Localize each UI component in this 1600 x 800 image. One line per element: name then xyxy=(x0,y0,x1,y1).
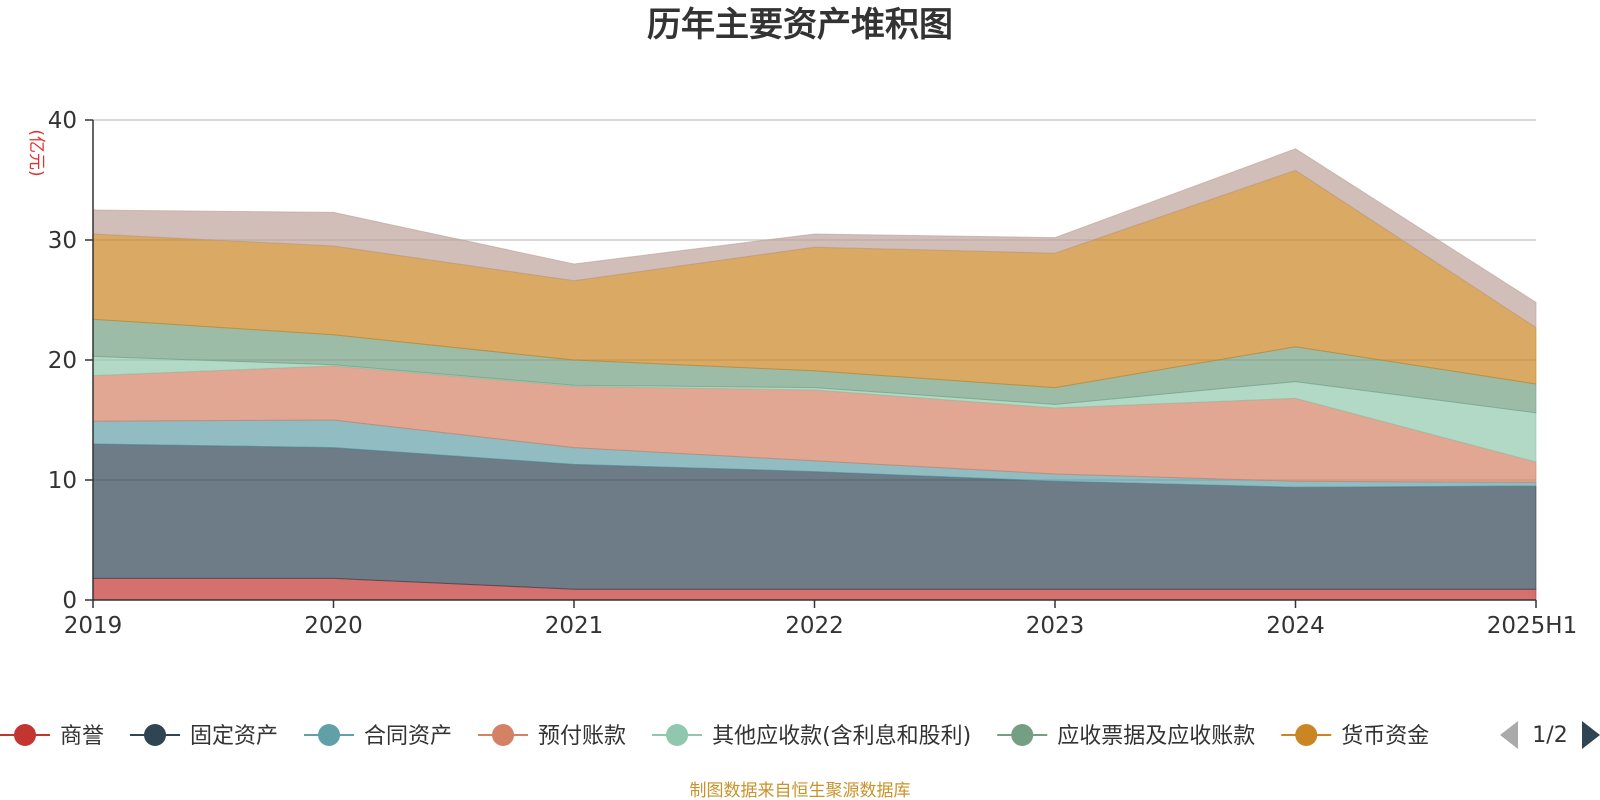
legend-item[interactable]: 合同资产 xyxy=(304,724,452,749)
legend-item[interactable]: 货币资金 xyxy=(1281,724,1429,749)
y-tick-label: 30 xyxy=(48,228,77,254)
legend-prev-page-icon[interactable] xyxy=(1500,721,1518,749)
legend-item[interactable]: 固定资产 xyxy=(130,724,278,749)
legend-item[interactable]: 商誉 xyxy=(0,724,104,749)
y-tick-label: 20 xyxy=(48,348,77,374)
legend-marker-icon xyxy=(492,724,515,746)
legend-item[interactable]: 预付账款 xyxy=(478,724,626,749)
data-source-footer: 制图数据来自恒生聚源数据库 xyxy=(690,781,911,800)
y-axis-unit-label: (亿元) xyxy=(26,129,46,176)
legend-label: 应收票据及应收账款 xyxy=(1057,724,1255,749)
y-tick-label: 40 xyxy=(48,108,77,134)
legend-label: 商誉 xyxy=(60,724,104,749)
x-tick-label: 2022 xyxy=(785,613,844,639)
legend-label: 其他应收款(含利息和股利) xyxy=(712,724,971,749)
legend-marker-icon xyxy=(144,724,167,746)
legend-page-indicator: 1/2 xyxy=(1532,723,1567,748)
legend-label: 预付账款 xyxy=(538,724,626,749)
area-其他 xyxy=(92,148,1537,329)
legend: 商誉 固定资产 合同资产 预付账款 其他应收款(含利息和股利) 应收票据及应收账款 货币资金 xyxy=(0,724,1429,749)
x-tick-label: 2019 xyxy=(64,613,123,639)
legend-marker-icon xyxy=(1011,724,1034,746)
y-tick-label: 0 xyxy=(62,588,77,614)
x-tick-label: 2021 xyxy=(545,613,604,639)
y-tick-label: 10 xyxy=(48,468,77,494)
legend-marker-icon xyxy=(666,724,689,746)
legend-marker-icon xyxy=(14,724,36,746)
chart-title: 历年主要资产堆积图 xyxy=(647,5,953,45)
legend-label: 货币资金 xyxy=(1341,724,1429,749)
legend-next-page-icon[interactable] xyxy=(1582,721,1600,749)
area-series-group xyxy=(92,148,1537,601)
tick-labels: 0 10 20 30 40 2019 2020 2021 2022 2023 2024 2025H1 xyxy=(48,108,1578,639)
axes xyxy=(85,119,1537,608)
legend-item[interactable]: 应收票据及应收账款 xyxy=(997,724,1255,749)
x-tick-label: 2020 xyxy=(304,613,363,639)
x-tick-label: 2024 xyxy=(1266,613,1325,639)
legend-marker-icon xyxy=(1295,724,1318,746)
x-tick-label: 2023 xyxy=(1026,613,1085,639)
legend-item[interactable]: 其他应收款(含利息和股利) xyxy=(652,724,971,749)
x-tick-label: 2025H1 xyxy=(1487,613,1577,639)
legend-label: 合同资产 xyxy=(364,724,452,749)
legend-marker-icon xyxy=(318,724,341,746)
legend-label: 固定资产 xyxy=(190,724,278,749)
